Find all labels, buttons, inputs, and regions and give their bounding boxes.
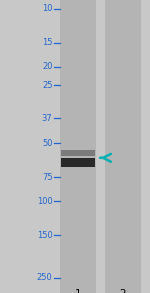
Text: 10: 10 <box>42 4 52 13</box>
Text: 37: 37 <box>42 114 52 123</box>
Bar <box>61 158 95 167</box>
Text: 150: 150 <box>37 231 52 240</box>
Text: 50: 50 <box>42 139 52 148</box>
Text: 2: 2 <box>120 289 126 293</box>
Text: 75: 75 <box>42 173 52 182</box>
Text: 15: 15 <box>42 38 52 47</box>
Text: 1: 1 <box>75 289 81 293</box>
Text: 25: 25 <box>42 81 52 90</box>
Text: 250: 250 <box>37 273 52 282</box>
Bar <box>61 150 95 156</box>
Text: 20: 20 <box>42 62 52 71</box>
Text: 100: 100 <box>37 197 52 206</box>
